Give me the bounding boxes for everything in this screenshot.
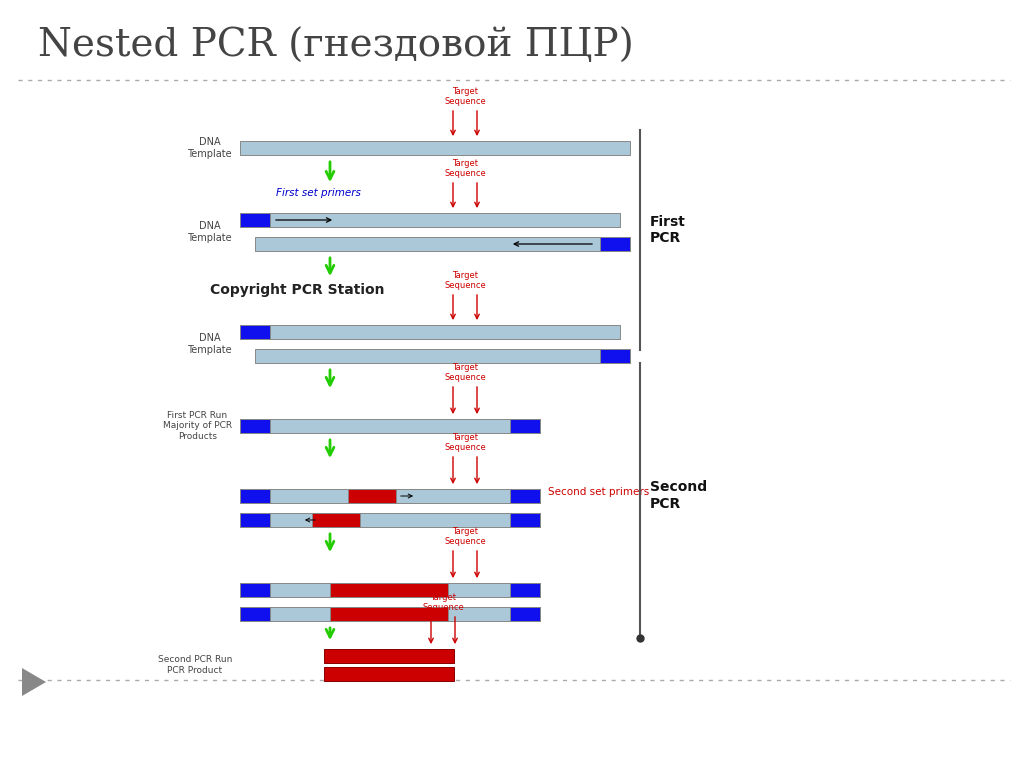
Bar (330, 583, 449, 597)
Bar (324, 649, 454, 663)
Bar (240, 607, 540, 621)
Bar (348, 489, 396, 503)
Bar (240, 513, 270, 527)
Bar (240, 325, 620, 339)
Text: DNA
Template: DNA Template (187, 333, 232, 355)
Bar (240, 325, 270, 339)
Bar (510, 513, 540, 527)
Bar (240, 607, 270, 621)
Bar (255, 237, 630, 251)
Bar (240, 213, 270, 227)
Bar (312, 513, 360, 527)
Text: Target
Sequence: Target Sequence (444, 87, 485, 106)
Text: Target
Sequence: Target Sequence (444, 432, 485, 452)
Bar (240, 419, 540, 433)
Bar (510, 489, 540, 503)
Text: Target
Sequence: Target Sequence (444, 362, 485, 382)
Text: First PCR Run
Majority of PCR
Products: First PCR Run Majority of PCR Products (163, 411, 232, 441)
Bar (240, 583, 540, 597)
Bar (600, 349, 630, 363)
Bar (330, 607, 449, 621)
Text: DNA
Template: DNA Template (187, 221, 232, 243)
Text: Target
Sequence: Target Sequence (444, 527, 485, 546)
Bar (600, 237, 630, 251)
Text: Target
Sequence: Target Sequence (444, 270, 485, 290)
Text: DNA
Template: DNA Template (187, 137, 232, 159)
Text: Target
Sequence: Target Sequence (444, 159, 485, 178)
Text: First
PCR: First PCR (650, 215, 686, 245)
Bar (240, 141, 630, 155)
Polygon shape (22, 668, 46, 696)
Text: Nested PCR (гнездовой ПЦР): Nested PCR (гнездовой ПЦР) (38, 28, 634, 65)
Text: Target
Sequence: Target Sequence (422, 593, 464, 612)
Text: First set primers: First set primers (276, 188, 360, 198)
Bar (240, 489, 270, 503)
Bar (510, 583, 540, 597)
Bar (240, 583, 270, 597)
Bar (240, 419, 270, 433)
Bar (510, 419, 540, 433)
Text: Second set primers: Second set primers (548, 487, 649, 497)
Bar (240, 513, 540, 527)
Bar (324, 667, 454, 681)
Text: Copyright PCR Station: Copyright PCR Station (210, 283, 384, 297)
Bar (240, 213, 620, 227)
Bar (240, 489, 540, 503)
Bar (510, 607, 540, 621)
Text: Second PCR Run
PCR Product: Second PCR Run PCR Product (158, 655, 232, 675)
Text: Second
PCR: Second PCR (650, 481, 708, 511)
Bar (255, 349, 630, 363)
